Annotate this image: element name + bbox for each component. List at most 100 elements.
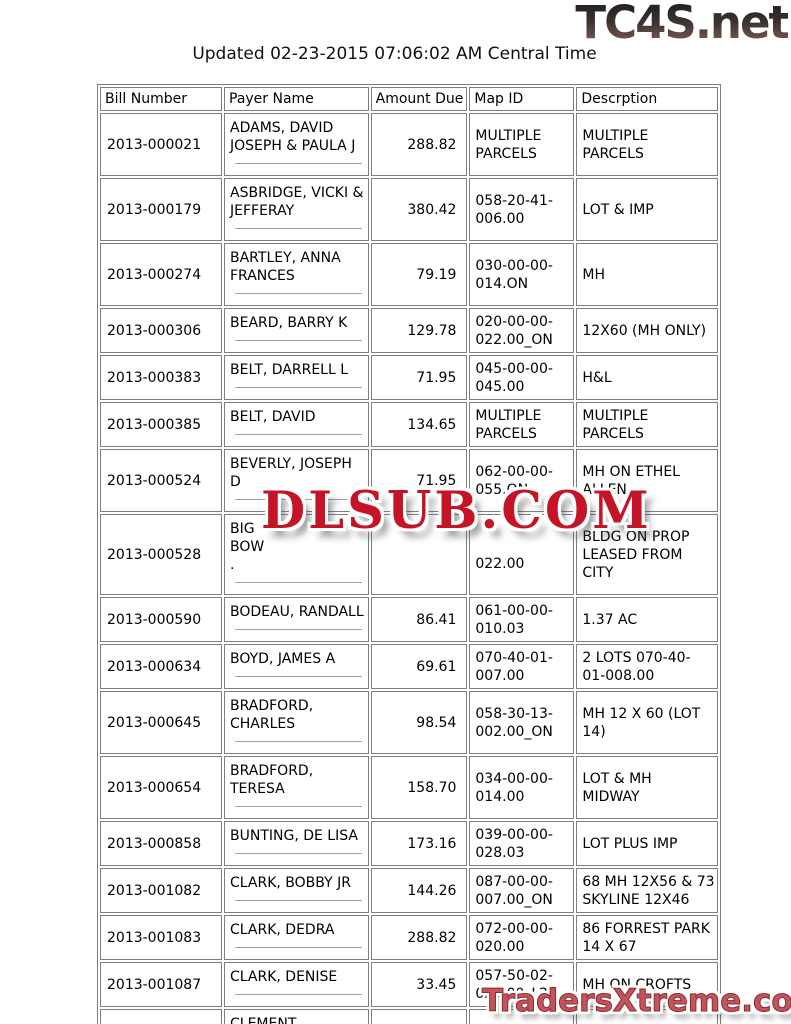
- map-id-cell: MULTIPLE PARCELS: [469, 113, 575, 176]
- payer-name: BEARD, BARRY K: [230, 315, 348, 331]
- payer-name: BELT, DARRELL L: [230, 362, 349, 378]
- column-header: Amount Due: [370, 87, 468, 111]
- description-cell: LOT PLUS IMP: [576, 821, 718, 866]
- payer-name: BODEAU, RANDALL: [230, 604, 364, 620]
- table-row: 2013-000385 BELT, DAVID 134.65 MULTIPLE PAR…: [100, 402, 718, 447]
- table-row: 2013-000645 BRADFORD, CHARLES 98.54 058-30-…: [100, 691, 718, 754]
- payer-name: BEVERLY, JOSEPH D: [230, 456, 352, 490]
- bill-number-cell: 2013-000274: [100, 243, 222, 306]
- payer-name-cell: BIG BOW .: [224, 514, 369, 595]
- payer-name: CLARK, DENISE: [230, 969, 338, 985]
- payer-name-cell: BOYD, JAMES A: [224, 644, 369, 689]
- description-cell: [576, 1009, 718, 1024]
- site-logo[interactable]: TC4S.net: [575, 0, 790, 49]
- map-id-cell: 045-00-00- 045.00: [469, 355, 575, 400]
- payer-name: CLARK, BOBBY JR: [230, 875, 351, 891]
- bill-number-cell: 2013-000021: [100, 113, 222, 176]
- amount-due-cell: [370, 514, 468, 595]
- bill-number-cell: 2013-000306: [100, 308, 222, 353]
- table-row: 2013-000306 BEARD, BARRY K 129.78 020-00-00…: [100, 308, 718, 353]
- payer-name: BIG BOW .: [230, 521, 265, 573]
- description-cell: MULTIPLE PARCELS: [576, 402, 718, 447]
- description-cell: 2 LOTS 070-40- 01-008.00: [576, 644, 718, 689]
- map-id-cell: 087-00-00- 007.00_ON: [469, 868, 575, 913]
- map-id-cell: 072-00-00- 020.00: [469, 915, 575, 960]
- amount-due-cell: 69.61: [370, 644, 468, 689]
- bill-number-cell: 2013-000179: [100, 178, 222, 241]
- bill-number-cell: 2013-000634: [100, 644, 222, 689]
- payer-underline: [235, 434, 362, 435]
- bills-table: Bill Number Payer Name Amount Due Map ID Des…: [97, 84, 721, 1024]
- payer-underline: [235, 228, 362, 229]
- payer-name: BELT, DAVID: [230, 409, 316, 425]
- description-cell: LOT & MH MIDWAY: [576, 756, 718, 819]
- bill-number-cell: 2013-000654: [100, 756, 222, 819]
- payer-name: BARTLEY, ANNA FRANCES: [230, 250, 341, 284]
- description-cell: 86 FORREST PARK 14 X 67: [576, 915, 718, 960]
- table-row: 2013-000383 BELT, DARRELL L 71.95 045-00-00…: [100, 355, 718, 400]
- description-cell: MH: [576, 243, 718, 306]
- map-id-cell: 058-20-41- 006.00: [469, 178, 575, 241]
- payer-underline: [235, 582, 362, 583]
- table-row: CLEMENT, 059-00-00-: [100, 1009, 718, 1024]
- description-cell: LOT & IMP: [576, 178, 718, 241]
- payer-underline: [235, 853, 362, 854]
- table-row: 2013-001083 CLARK, DEDRA 288.82 072-00-00- …: [100, 915, 718, 960]
- payer-underline: [235, 163, 362, 164]
- map-id-cell: 061-00-00- 010.03: [469, 597, 575, 642]
- payer-underline: [235, 676, 362, 677]
- amount-due-cell: 288.82: [370, 113, 468, 176]
- map-id-cell: 058-30-13- 002.00_ON: [469, 691, 575, 754]
- payer-underline: [235, 806, 362, 807]
- column-header: Payer Name: [224, 87, 369, 111]
- amount-due-cell: 158.70: [370, 756, 468, 819]
- description-cell: BLDG ON PROP LEASED FROM CITY: [576, 514, 718, 595]
- payer-name-cell: BRADFORD, CHARLES: [224, 691, 369, 754]
- bill-number-cell: 2013-001083: [100, 915, 222, 960]
- amount-due-cell: 71.95: [370, 355, 468, 400]
- description-cell: 68 MH 12X56 & 73 SKYLINE 12X46: [576, 868, 718, 913]
- table-row: 2013-000021 ADAMS, DAVID JOSEPH & PAULA J…: [100, 113, 718, 176]
- bill-number-cell: 2013-000528: [100, 514, 222, 595]
- payer-name: BRADFORD, CHARLES: [230, 698, 314, 732]
- map-id-cell: 057-50-02- 029.00_L22: [469, 962, 575, 1007]
- amount-due-cell: 288.82: [370, 915, 468, 960]
- amount-due-cell: 380.42: [370, 178, 468, 241]
- payer-name: ADAMS, DAVID JOSEPH & PAULA J: [230, 120, 356, 154]
- map-id-cell: 030-00-00- 014.ON: [469, 243, 575, 306]
- table-row: 2013-000654 BRADFORD, TERESA 158.70 034-00-…: [100, 756, 718, 819]
- table-row: 2013-000524 BEVERLY, JOSEPH D 71.95 062-00-…: [100, 449, 718, 512]
- map-id-cell: 034-00-00- 014.00: [469, 756, 575, 819]
- bill-number-cell: 2013-001082: [100, 868, 222, 913]
- amount-due-cell: [370, 1009, 468, 1024]
- map-id-cell: 070-40-01- 007.00: [469, 644, 575, 689]
- bill-number-cell: 2013-000383: [100, 355, 222, 400]
- amount-due-cell: 33.45: [370, 962, 468, 1007]
- payer-name-cell: BODEAU, RANDALL: [224, 597, 369, 642]
- payer-name-cell: CLARK, BOBBY JR: [224, 868, 369, 913]
- payer-name-cell: BEARD, BARRY K: [224, 308, 369, 353]
- payer-name-cell: BRADFORD, TERESA: [224, 756, 369, 819]
- table-row: 2013-000179 ASBRIDGE, VICKI & JEFFERAY 380…: [100, 178, 718, 241]
- payer-name-cell: BUNTING, DE LISA: [224, 821, 369, 866]
- table-row: 2013-001082 CLARK, BOBBY JR 144.26 087-00-0…: [100, 868, 718, 913]
- column-header: Map ID: [469, 87, 575, 111]
- payer-name-cell: BELT, DAVID: [224, 402, 369, 447]
- payer-name-cell: BELT, DARRELL L: [224, 355, 369, 400]
- description-cell: MH ON CROFTS: [576, 962, 718, 1007]
- bill-number-cell: 2013-000858: [100, 821, 222, 866]
- payer-name: ASBRIDGE, VICKI & JEFFERAY: [230, 185, 364, 219]
- column-header: Bill Number: [100, 87, 222, 111]
- table-row: 2013-000274 BARTLEY, ANNA FRANCES 79.19 030…: [100, 243, 718, 306]
- table-row: 2013-000858 BUNTING, DE LISA 173.16 039-00-…: [100, 821, 718, 866]
- payer-underline: [235, 293, 362, 294]
- payer-name-cell: CLEMENT,: [224, 1009, 369, 1024]
- map-id-cell: MULTIPLE PARCELS: [469, 402, 575, 447]
- bill-number-cell: 2013-000590: [100, 597, 222, 642]
- payer-name: BUNTING, DE LISA: [230, 828, 358, 844]
- map-id-cell: 059-00-00-: [469, 1009, 575, 1024]
- dlsub-watermark: DLSUB.COM: [261, 481, 652, 541]
- table-row: 2013-000634 BOYD, JAMES A 69.61 070-40-01- …: [100, 644, 718, 689]
- description-cell: MH 12 X 60 (LOT 14): [576, 691, 718, 754]
